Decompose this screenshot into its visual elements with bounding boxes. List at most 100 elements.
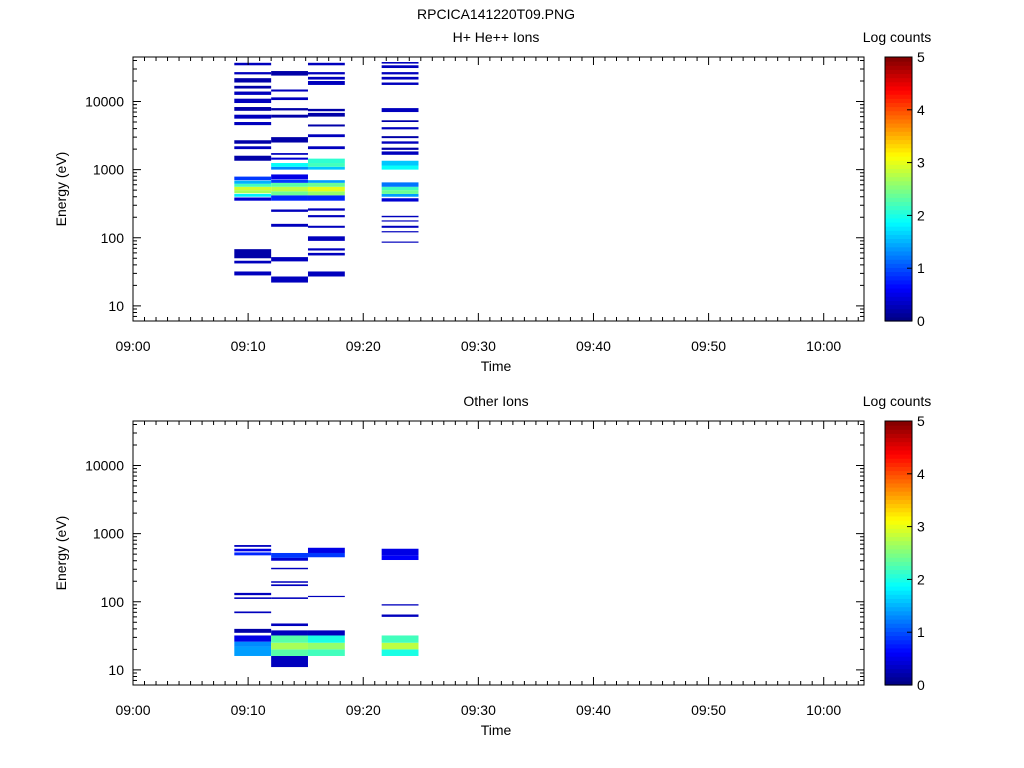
colorbar-segment <box>885 532 912 538</box>
colorbar-segment <box>885 238 912 244</box>
spectrogram-cell <box>271 179 308 183</box>
colorbar-segment <box>885 246 912 252</box>
spectrogram-cell <box>307 134 345 138</box>
colorbar-segment <box>885 458 912 463</box>
spectrogram-cell <box>307 552 345 558</box>
colorbar-segment <box>885 180 912 186</box>
colorbar-segment <box>885 77 912 83</box>
spectrogram-cell <box>307 163 345 167</box>
spectrogram-cell <box>234 146 272 150</box>
spectrogram-cell <box>307 252 345 256</box>
spectrogram-cell <box>234 552 272 556</box>
x-tick-label: 09:00 <box>115 338 150 354</box>
colorbar-segment <box>885 577 912 583</box>
spectrogram-cell <box>234 91 272 95</box>
spectrogram-cell <box>381 649 419 656</box>
spectrogram-cell <box>234 597 272 599</box>
colorbar-segment <box>885 300 912 306</box>
spectrogram-cell <box>271 108 308 111</box>
colorbar-segment <box>885 441 912 447</box>
spectrogram-cell <box>381 548 419 556</box>
spectrogram-cell <box>307 649 345 656</box>
spectrogram-cell <box>271 163 308 167</box>
spectrogram-cell <box>271 642 308 650</box>
colorbar-segment <box>885 462 912 467</box>
spectrogram-cell <box>307 108 345 112</box>
colorbar-segment <box>885 308 912 314</box>
spectrogram-cell <box>381 108 419 113</box>
colorbar-segment <box>885 316 912 322</box>
figure-title: RPCICA141220T09.PNG <box>417 6 575 22</box>
colorbar-segment <box>885 639 912 645</box>
spectrogram-cell <box>381 127 419 130</box>
colorbar-segment <box>885 581 912 587</box>
plot-frame <box>132 56 865 322</box>
spectrogram-cell <box>381 198 419 202</box>
y-axis: 10 100 1000 10000 <box>85 423 864 686</box>
colorbar-segment <box>885 197 912 202</box>
plot-frame <box>132 420 865 686</box>
spectrogram-cell <box>381 76 419 80</box>
spectrogram-cell <box>307 146 345 150</box>
colorbar-segment <box>885 478 912 484</box>
colorbar-tick-label: 3 <box>917 519 925 535</box>
spectrogram-cell <box>381 635 419 643</box>
spectrogram-cell <box>271 114 308 118</box>
colorbar-segment <box>885 189 912 194</box>
colorbar-segment <box>885 652 912 657</box>
spectrogram-cell <box>234 72 272 75</box>
spectrogram-cell <box>307 80 345 85</box>
spectrogram-cell <box>381 604 419 606</box>
colorbar-segment <box>885 110 912 116</box>
colorbar-segment <box>885 528 912 533</box>
x-tick-label: 09:30 <box>461 338 496 354</box>
colorbar-tick-label: 0 <box>917 677 925 693</box>
spectrogram-cell <box>381 72 419 75</box>
x-axis-label: Time <box>481 722 512 738</box>
spectrogram-cell <box>234 260 272 264</box>
spectrogram-cell <box>234 249 272 259</box>
spectrogram-cell <box>271 157 308 160</box>
y-tick-label: 1000 <box>93 162 124 178</box>
x-tick-label: 09:00 <box>115 702 150 718</box>
spectrogram-cell <box>234 641 272 647</box>
spectrogram-cells <box>234 62 419 283</box>
spectrogram-cell <box>271 97 308 101</box>
colorbar-segment <box>885 131 912 136</box>
spectrogram-cell <box>307 236 345 241</box>
colorbar-segment <box>885 503 912 509</box>
colorbar-segment <box>885 565 912 571</box>
colorbar-segment <box>885 619 912 624</box>
colorbar-segment <box>885 470 912 476</box>
y-tick-label: 100 <box>101 594 125 610</box>
colorbar-segment <box>885 614 912 620</box>
colorbar-tick-label: 1 <box>917 624 925 640</box>
spectrogram-cell <box>381 65 419 69</box>
spectrogram-cell <box>271 655 308 668</box>
spectrogram-cell <box>381 614 419 617</box>
colorbar-tick-label: 5 <box>917 413 925 429</box>
spectrogram-cell <box>271 166 308 170</box>
colorbar-segment <box>885 491 912 496</box>
colorbar-segment <box>885 151 912 157</box>
x-tick-label: 10:00 <box>806 702 841 718</box>
spectrogram-cell <box>234 62 272 66</box>
colorbar-frame <box>884 420 913 686</box>
colorbar-segment <box>885 102 912 108</box>
x-axis: 09:00 09:10 09:20 09:30 09:40 09:50 10:00 <box>115 421 859 718</box>
colorbar-tick-label: 4 <box>917 102 925 118</box>
spectrogram-cell <box>271 584 308 587</box>
spectrogram-cell <box>234 186 272 191</box>
spectrogram-cell <box>307 76 345 80</box>
colorbar-segment <box>885 569 912 575</box>
colorbar-segment <box>885 279 912 285</box>
spectrogram-cell <box>381 225 419 228</box>
colorbar-segment <box>885 680 912 686</box>
colorbar-tick-label: 2 <box>917 207 925 223</box>
spectrogram-cells <box>234 545 419 668</box>
colorbar-segment <box>885 606 912 612</box>
colorbar-segment <box>885 61 912 66</box>
spectrogram-cell <box>271 71 308 76</box>
spectrogram-cell <box>234 183 272 187</box>
